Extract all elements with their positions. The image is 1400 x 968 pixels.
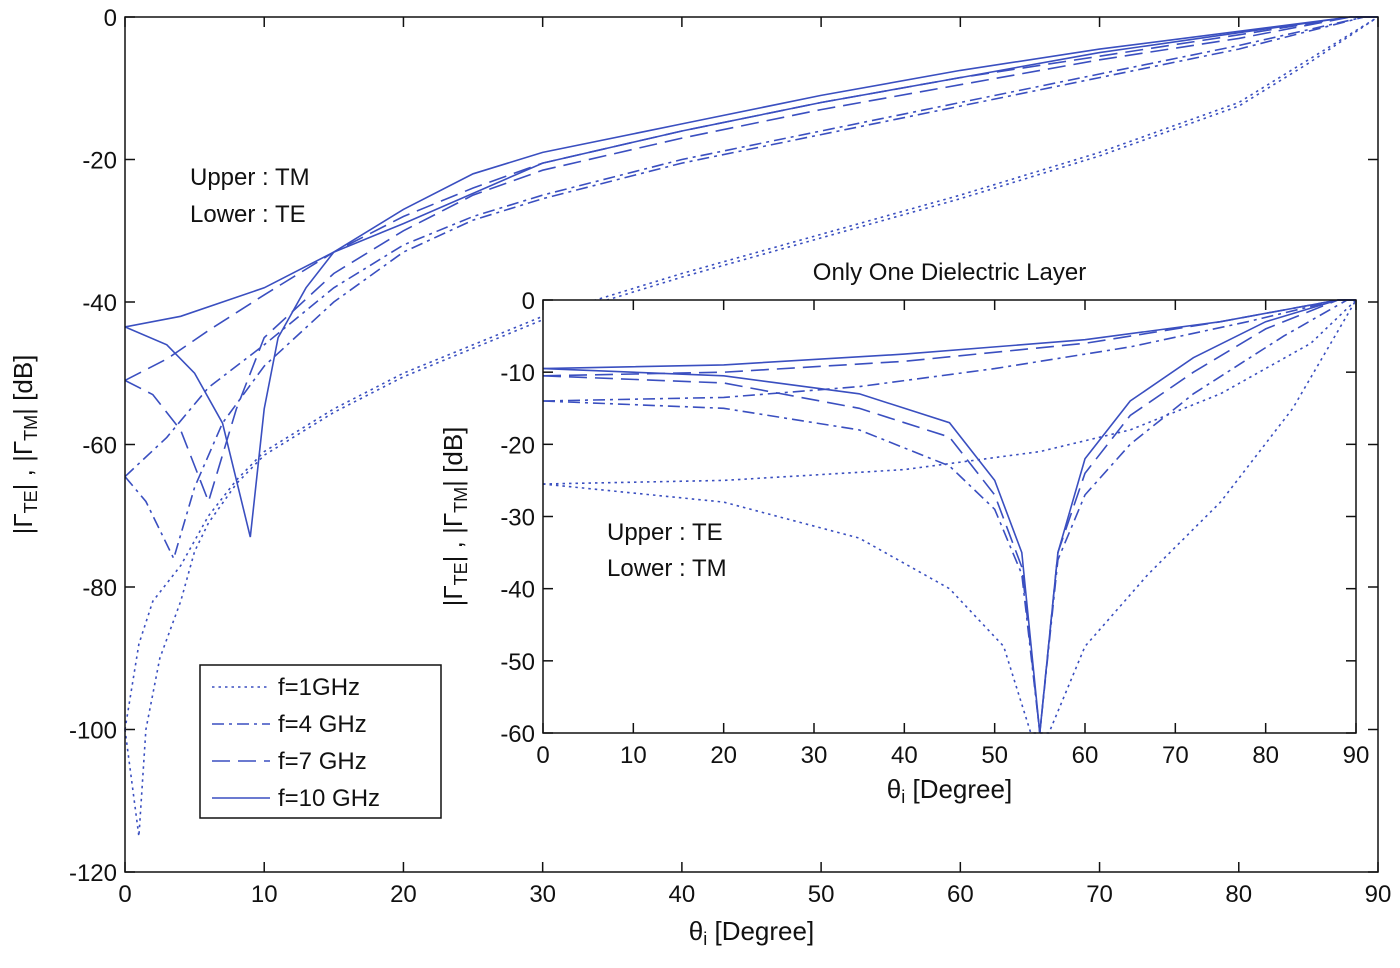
y-tick-label: -100 — [69, 718, 117, 745]
series-line — [124, 16, 1378, 561]
x-label-part: θ — [887, 774, 901, 804]
chart-title: Only One Dielectric Layer — [813, 259, 1086, 286]
series-line — [124, 16, 1379, 730]
y-tick-label: -60 — [82, 433, 117, 460]
y-tick-label: -80 — [82, 575, 117, 602]
x-tick-label: 70 — [1086, 881, 1113, 908]
x-axis-label: θi [Degree] — [887, 774, 1012, 807]
y-tick-label: -20 — [82, 148, 117, 175]
legend-label: f=7 GHz — [278, 748, 367, 775]
y-tick-label: -50 — [500, 649, 535, 676]
legend-label: f=10 GHz — [278, 785, 380, 812]
y-label-part: TM — [451, 487, 471, 513]
x-tick-label: 50 — [981, 742, 1008, 769]
y-label-part: |Γ — [438, 585, 468, 606]
x-label-part: [Degree] — [707, 916, 814, 946]
y-tick-label: -30 — [500, 505, 535, 532]
x-label-part: [Degree] — [905, 774, 1012, 804]
x-tick-label: 40 — [669, 881, 696, 908]
x-tick-label: 10 — [251, 881, 278, 908]
plot-frame — [124, 16, 1379, 873]
series-line — [124, 16, 1378, 504]
annotation: Upper : TM — [190, 164, 310, 191]
x-tick-label: 30 — [801, 742, 828, 769]
x-tick-label: 90 — [1343, 742, 1370, 769]
x-label-part: i — [703, 929, 707, 949]
x-axis-label: θi [Degree] — [689, 916, 814, 949]
annotation: Lower : TE — [190, 201, 306, 228]
y-tick-label: -40 — [500, 577, 535, 604]
x-tick-label: 0 — [118, 881, 131, 908]
legend-box — [199, 664, 442, 819]
series-line — [124, 16, 1378, 538]
y-tick-label: 0 — [104, 5, 117, 32]
series-line — [542, 299, 1356, 734]
x-tick-label: 20 — [390, 881, 417, 908]
x-label-part: θ — [689, 916, 703, 946]
y-tick-label: -120 — [69, 860, 117, 887]
x-tick-label: 60 — [947, 881, 974, 908]
y-label-part: TE — [451, 562, 471, 585]
x-tick-label: 40 — [891, 742, 918, 769]
y-axis-label: |ΓTE| , |ΓTM| [dB] — [8, 355, 41, 535]
annotation: Lower : TM — [607, 555, 727, 582]
series-line — [542, 299, 1357, 485]
y-label-part: TM — [21, 415, 41, 441]
series-line — [542, 299, 1357, 734]
y-label-part: |Γ — [8, 513, 38, 534]
x-tick-label: 0 — [536, 742, 549, 769]
y-tick-label: 0 — [522, 288, 535, 315]
y-axis-label: |ΓTE| , |ΓTM| [dB] — [438, 427, 471, 607]
x-tick-label: 50 — [808, 881, 835, 908]
y-tick-label: -40 — [82, 290, 117, 317]
legend-label: f=1GHz — [278, 674, 360, 701]
legend-label: f=4 GHz — [278, 711, 367, 738]
series-line — [124, 16, 1378, 328]
y-label-part: | [dB] — [8, 355, 38, 415]
y-tick-label: -60 — [500, 721, 535, 748]
panel: 0 10 20 30 40 50 60 70 80 90 -60 -50 -40 -30 -20 -10 0 θi… — [438, 259, 1369, 807]
series-line — [542, 299, 1356, 402]
plot-frame — [542, 299, 1357, 734]
y-label-part: | , |Γ — [8, 441, 38, 491]
x-tick-label: 60 — [1072, 742, 1099, 769]
series-line — [124, 16, 1378, 478]
y-label-part: | , |Γ — [438, 513, 468, 563]
plot-area — [543, 300, 1356, 733]
x-tick-label: 80 — [1252, 742, 1279, 769]
y-tick-label: -10 — [500, 360, 535, 387]
x-tick-label: 70 — [1162, 742, 1189, 769]
series-line — [124, 16, 1379, 837]
annotation: Upper : TE — [607, 519, 723, 546]
y-label-part: TE — [21, 490, 41, 513]
x-tick-label: 90 — [1365, 881, 1392, 908]
series-line — [542, 299, 1356, 734]
y-tick-label: -20 — [500, 432, 535, 459]
x-tick-label: 20 — [710, 742, 737, 769]
x-label-part: i — [901, 787, 905, 807]
x-tick-label: 10 — [620, 742, 647, 769]
y-label-part: | [dB] — [438, 427, 468, 487]
x-tick-label: 30 — [529, 881, 556, 908]
x-tick-label: 80 — [1225, 881, 1252, 908]
